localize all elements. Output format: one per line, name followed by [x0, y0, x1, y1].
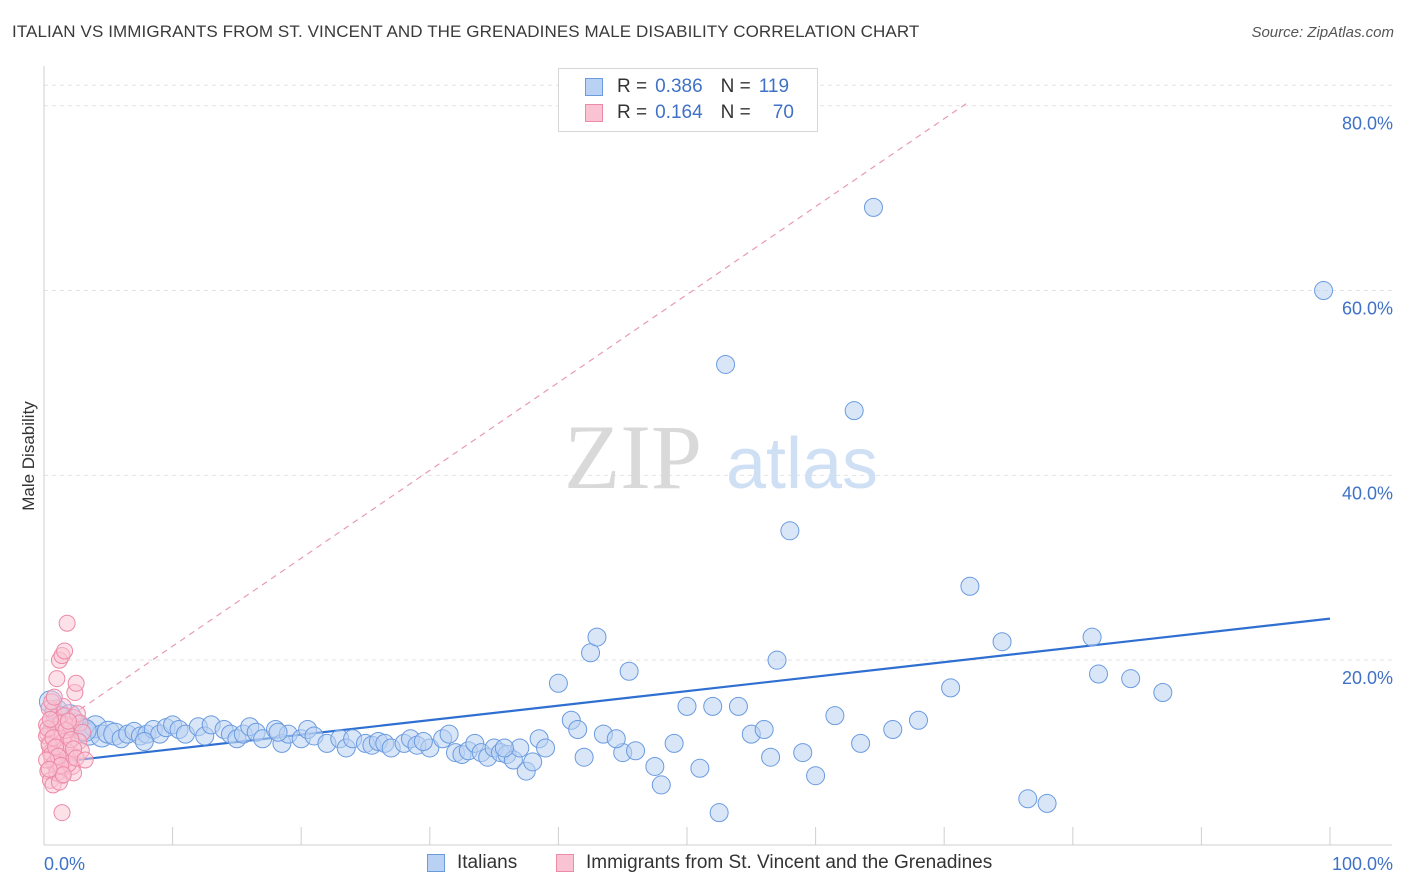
data-point-italians	[619, 661, 639, 681]
data-point-italians	[606, 729, 626, 749]
y-tick-label: 80.0%	[1342, 114, 1393, 134]
y-tick-labels: 20.0% 40.0% 60.0% 80.0%	[1342, 114, 1393, 688]
data-point-italians	[883, 719, 903, 739]
series-svg-immigrants	[38, 614, 94, 822]
data-point-italians	[523, 752, 543, 772]
data-point-italians	[709, 803, 729, 823]
data-point-italians	[851, 733, 871, 753]
series-legend: Italians Immigrants from St. Vincent and…	[0, 852, 1406, 876]
data-point-italians	[806, 766, 826, 786]
data-point-italians	[690, 758, 710, 778]
data-point-italians	[494, 738, 514, 758]
legend-label-italians: Italians	[457, 852, 518, 873]
x-tick-label: 100.0%	[1332, 854, 1393, 874]
data-point-svg-immigrants	[56, 642, 74, 660]
data-point-italians	[134, 732, 154, 752]
legend-n-label: N =	[720, 76, 751, 97]
data-point-italians	[960, 576, 980, 596]
legend-r-value: 0.386	[655, 76, 703, 97]
data-point-italians	[677, 696, 697, 716]
data-point-italians	[1037, 793, 1057, 813]
data-point-italians	[568, 719, 588, 739]
legend-r-label: R =	[617, 102, 648, 123]
data-point-svg-immigrants	[48, 670, 66, 688]
data-point-svg-immigrants	[53, 804, 71, 822]
data-point-svg-immigrants	[67, 674, 85, 692]
legend-swatch-italians	[427, 854, 445, 872]
data-point-italians	[413, 732, 433, 752]
source-label: Source: ZipAtlas.com	[1251, 24, 1394, 41]
data-point-italians	[780, 521, 800, 541]
data-point-italians	[1121, 669, 1141, 689]
legend-row-svg-immigrants: R = 0.164 N = 70	[585, 101, 794, 125]
watermark-zip: ZIP	[564, 406, 702, 508]
data-point-italians	[548, 673, 568, 693]
data-point-italians	[908, 710, 928, 730]
legend-r-label: R =	[617, 76, 648, 97]
data-point-italians	[1153, 683, 1173, 703]
legend-r-value: 0.164	[655, 102, 703, 123]
correlation-legend: R = 0.386 N = 119 R = 0.164 N = 70	[558, 68, 818, 132]
data-point-italians	[761, 747, 781, 767]
data-point-italians	[587, 627, 607, 647]
x-tick-label: 0.0%	[44, 854, 85, 874]
data-point-svg-immigrants	[76, 751, 94, 769]
data-point-svg-immigrants	[40, 760, 58, 778]
y-tick-label: 40.0%	[1342, 483, 1393, 503]
data-point-italians	[268, 722, 288, 742]
data-point-italians	[863, 197, 883, 217]
data-point-italians	[941, 678, 961, 698]
data-point-italians	[1018, 789, 1038, 809]
data-point-svg-immigrants	[41, 710, 59, 728]
data-point-italians	[536, 738, 556, 758]
trend-line-svg-immigrants	[43, 100, 971, 735]
data-point-italians	[716, 354, 736, 374]
data-point-svg-immigrants	[58, 614, 76, 632]
data-point-italians	[574, 747, 594, 767]
data-point-italians	[728, 696, 748, 716]
data-point-svg-immigrants	[45, 688, 63, 706]
grid-lines	[44, 84, 1392, 661]
y-tick-label: 60.0%	[1342, 299, 1393, 319]
data-point-italians	[439, 724, 459, 744]
data-point-italians	[645, 756, 665, 776]
legend-swatch-italians	[585, 78, 603, 96]
watermark: ZIP atlas	[564, 406, 878, 508]
legend-n-value: 70	[772, 102, 794, 123]
legend-swatch-svg-immigrants	[556, 854, 574, 872]
data-point-italians	[992, 632, 1012, 652]
data-point-italians	[651, 775, 671, 795]
data-point-italians	[1082, 627, 1102, 647]
legend-n-label: N =	[720, 102, 751, 123]
chart-title: ITALIAN VS IMMIGRANTS FROM ST. VINCENT A…	[12, 22, 920, 41]
data-point-italians	[844, 401, 864, 421]
data-point-italians	[664, 733, 684, 753]
data-point-svg-immigrants	[54, 766, 72, 784]
data-point-svg-immigrants	[59, 712, 77, 730]
data-point-italians	[1089, 664, 1109, 684]
legend-item-italians[interactable]: Italians	[427, 852, 517, 874]
data-point-italians	[703, 696, 723, 716]
data-point-italians	[754, 719, 774, 739]
x-tick-labels: 0.0% 100.0%	[44, 854, 1393, 874]
data-point-italians	[793, 743, 813, 763]
y-axis-title: Male Disability	[19, 401, 38, 511]
y-tick-label: 20.0%	[1342, 668, 1393, 688]
data-point-italians	[626, 741, 646, 761]
data-point-italians	[767, 650, 787, 670]
legend-item-svg-immigrants[interactable]: Immigrants from St. Vincent and the Gren…	[556, 852, 992, 874]
legend-label-svg-immigrants: Immigrants from St. Vincent and the Gren…	[586, 852, 993, 873]
data-point-italians	[825, 706, 845, 726]
legend-n-value: 119	[758, 76, 790, 97]
legend-swatch-svg-immigrants	[585, 104, 603, 122]
series-italians	[38, 197, 1334, 823]
watermark-atlas: atlas	[726, 424, 878, 504]
legend-row-italians: R = 0.386 N = 119	[585, 75, 789, 99]
data-point-italians	[1314, 281, 1334, 301]
